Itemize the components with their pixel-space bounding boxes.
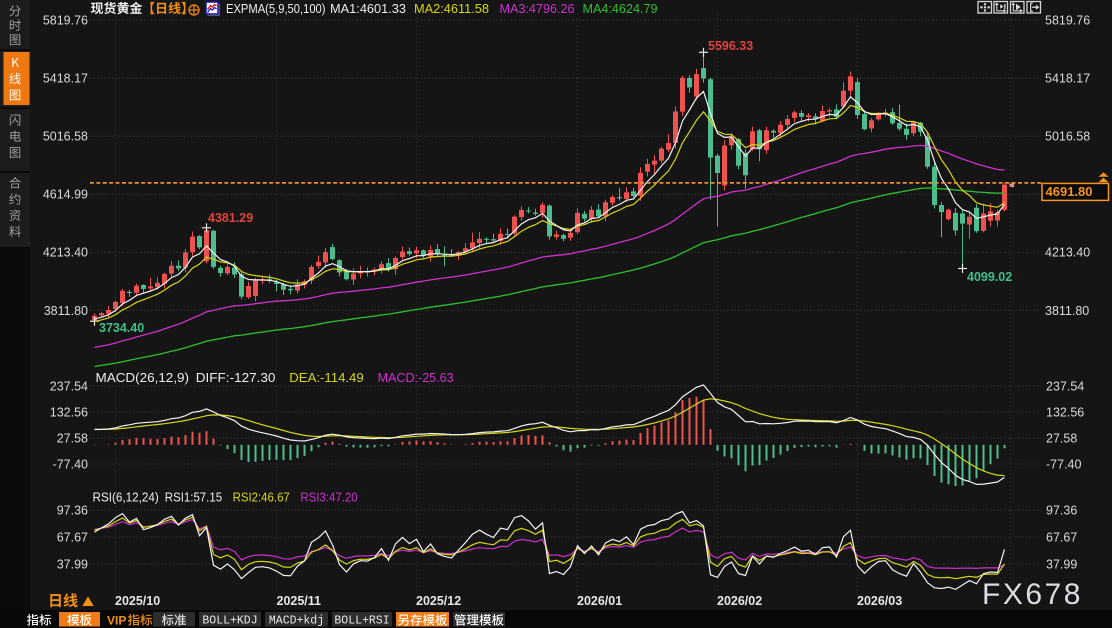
svg-text:MACD+kdj: MACD+kdj xyxy=(269,615,324,628)
svg-text:MA3:4796.26: MA3:4796.26 xyxy=(500,1,575,16)
svg-text:3811.80: 3811.80 xyxy=(1045,304,1089,318)
svg-text:2026/01: 2026/01 xyxy=(577,594,622,608)
svg-text:5819.76: 5819.76 xyxy=(43,14,88,28)
svg-text:97.36: 97.36 xyxy=(1046,504,1077,518)
svg-text:5016.58: 5016.58 xyxy=(43,130,88,144)
svg-text:37.99: 37.99 xyxy=(1046,558,1077,572)
svg-text:3811.80: 3811.80 xyxy=(44,304,88,318)
svg-text:BOLL+RSI: BOLL+RSI xyxy=(334,615,389,628)
svg-text:-77.40: -77.40 xyxy=(53,458,88,472)
svg-text:97.36: 97.36 xyxy=(57,504,88,518)
svg-text:EXPMA(5,9,50,100): EXPMA(5,9,50,100) xyxy=(226,1,326,16)
svg-text:2025/11: 2025/11 xyxy=(277,594,322,608)
svg-text:MA1:4601.33: MA1:4601.33 xyxy=(330,1,406,16)
svg-text:RSI3:47.20: RSI3:47.20 xyxy=(300,490,357,505)
svg-text:RSI(6,12,24): RSI(6,12,24) xyxy=(93,490,159,505)
svg-text:37.99: 37.99 xyxy=(57,558,88,572)
svg-text:4213.40: 4213.40 xyxy=(43,246,88,260)
svg-text:2025/10: 2025/10 xyxy=(115,594,160,608)
svg-text:4381.29: 4381.29 xyxy=(208,211,253,225)
svg-text:5016.58: 5016.58 xyxy=(1045,130,1090,144)
svg-text:5819.76: 5819.76 xyxy=(1045,14,1090,28)
svg-text:RSI2:46.67: RSI2:46.67 xyxy=(233,490,290,505)
svg-text:2026/02: 2026/02 xyxy=(717,594,762,608)
svg-text:4099.02: 4099.02 xyxy=(967,270,1012,284)
svg-text:4213.40: 4213.40 xyxy=(1045,246,1090,260)
svg-text:DIFF:-127.30: DIFF:-127.30 xyxy=(196,370,276,385)
svg-text:VIP: VIP xyxy=(107,614,126,628)
svg-text:5418.17: 5418.17 xyxy=(1045,72,1090,86)
svg-text:5418.17: 5418.17 xyxy=(43,72,88,86)
svg-text:MA4:4624.79: MA4:4624.79 xyxy=(583,1,658,16)
svg-text:BOLL+KDJ: BOLL+KDJ xyxy=(202,615,257,628)
svg-text:67.67: 67.67 xyxy=(1046,531,1077,545)
svg-text:2025/12: 2025/12 xyxy=(416,594,461,608)
svg-text:132.56: 132.56 xyxy=(50,406,88,420)
svg-text:5596.33: 5596.33 xyxy=(708,39,753,53)
svg-text:2026/03: 2026/03 xyxy=(857,594,902,608)
svg-text:4614.99: 4614.99 xyxy=(43,188,88,202)
svg-text:MA2:4611.58: MA2:4611.58 xyxy=(414,1,489,16)
svg-text:27.58: 27.58 xyxy=(1046,432,1077,446)
svg-text:FX678: FX678 xyxy=(982,578,1083,611)
svg-text:-77.40: -77.40 xyxy=(1046,458,1081,472)
svg-text:4691.80: 4691.80 xyxy=(1046,184,1093,199)
svg-text:3734.40: 3734.40 xyxy=(99,321,144,335)
svg-text:132.56: 132.56 xyxy=(1046,406,1084,420)
svg-text:MACD:-25.63: MACD:-25.63 xyxy=(378,370,454,385)
svg-text:67.67: 67.67 xyxy=(57,531,88,545)
svg-text:RSI1:57.15: RSI1:57.15 xyxy=(165,490,222,505)
svg-text:237.54: 237.54 xyxy=(50,380,88,394)
svg-text:27.58: 27.58 xyxy=(57,432,88,446)
svg-text:MACD(26,12,9): MACD(26,12,9) xyxy=(96,370,190,385)
svg-text:237.54: 237.54 xyxy=(1046,380,1084,394)
svg-text:DEA:-114.49: DEA:-114.49 xyxy=(289,370,363,385)
